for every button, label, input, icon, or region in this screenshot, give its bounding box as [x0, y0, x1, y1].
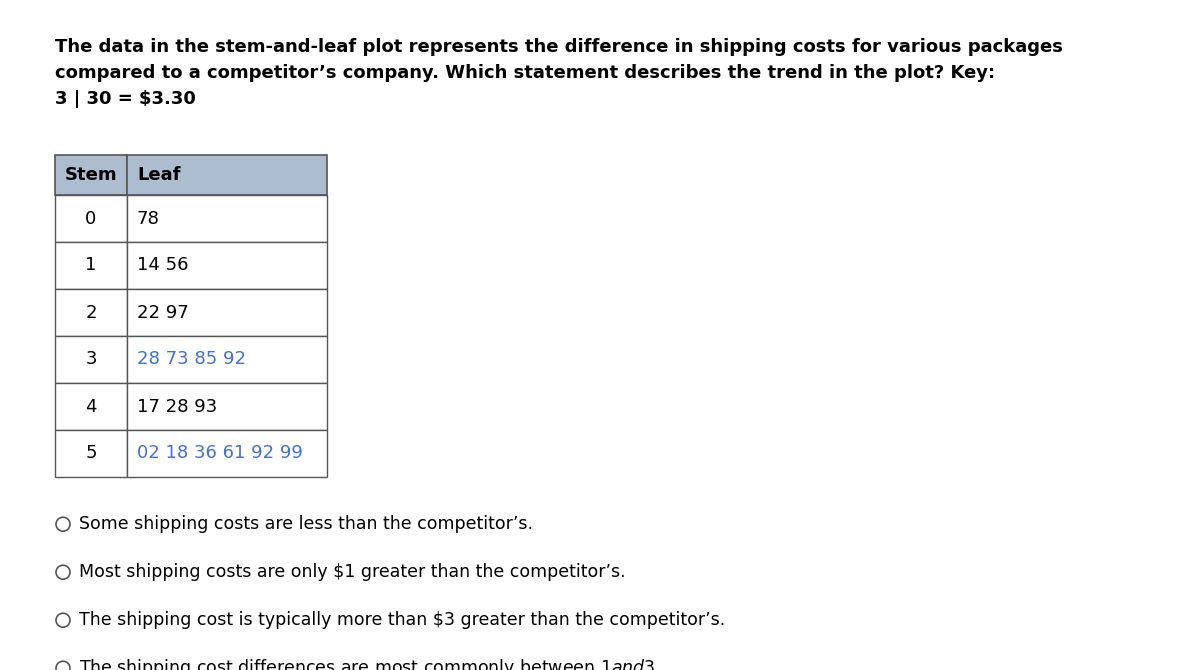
- Bar: [55, 430, 127, 477]
- Text: The shipping cost is typically more than $3 greater than the competitor’s.: The shipping cost is typically more than…: [79, 611, 725, 629]
- Bar: [127, 242, 326, 289]
- Text: 17 28 93: 17 28 93: [137, 397, 217, 415]
- Bar: [127, 155, 326, 195]
- Text: The data in the stem-and-leaf plot represents the difference in shipping costs f: The data in the stem-and-leaf plot repre…: [55, 38, 1063, 56]
- Circle shape: [56, 517, 70, 531]
- Bar: [127, 430, 326, 477]
- Text: 3 | 30 = $3.30: 3 | 30 = $3.30: [55, 90, 196, 108]
- Text: 5: 5: [85, 444, 97, 462]
- Text: 78: 78: [137, 210, 160, 228]
- Bar: [127, 336, 326, 383]
- Text: 22 97: 22 97: [137, 304, 188, 322]
- Text: 1: 1: [85, 257, 97, 275]
- Text: 28 73 85 92: 28 73 85 92: [137, 350, 246, 369]
- Bar: [55, 242, 127, 289]
- Text: 3: 3: [85, 350, 97, 369]
- Bar: [127, 289, 326, 336]
- Bar: [55, 383, 127, 430]
- Bar: [55, 289, 127, 336]
- Text: 02 18 36 61 92 99: 02 18 36 61 92 99: [137, 444, 302, 462]
- Bar: [55, 155, 127, 195]
- Text: Most shipping costs are only $1 greater than the competitor’s.: Most shipping costs are only $1 greater …: [79, 563, 625, 581]
- Text: 2: 2: [85, 304, 97, 322]
- Text: The shipping cost differences are most commonly between $1 and $3.: The shipping cost differences are most c…: [79, 657, 660, 670]
- Text: 0: 0: [85, 210, 97, 228]
- Text: 14 56: 14 56: [137, 257, 188, 275]
- Text: compared to a competitor’s company. Which statement describes the trend in the p: compared to a competitor’s company. Whic…: [55, 64, 995, 82]
- Text: 4: 4: [85, 397, 97, 415]
- Circle shape: [56, 613, 70, 627]
- Circle shape: [56, 661, 70, 670]
- Text: Stem: Stem: [65, 166, 118, 184]
- Circle shape: [56, 565, 70, 579]
- Bar: [127, 195, 326, 242]
- Bar: [55, 195, 127, 242]
- Text: Leaf: Leaf: [137, 166, 180, 184]
- Bar: [55, 336, 127, 383]
- Bar: [127, 383, 326, 430]
- Text: Some shipping costs are less than the competitor’s.: Some shipping costs are less than the co…: [79, 515, 533, 533]
